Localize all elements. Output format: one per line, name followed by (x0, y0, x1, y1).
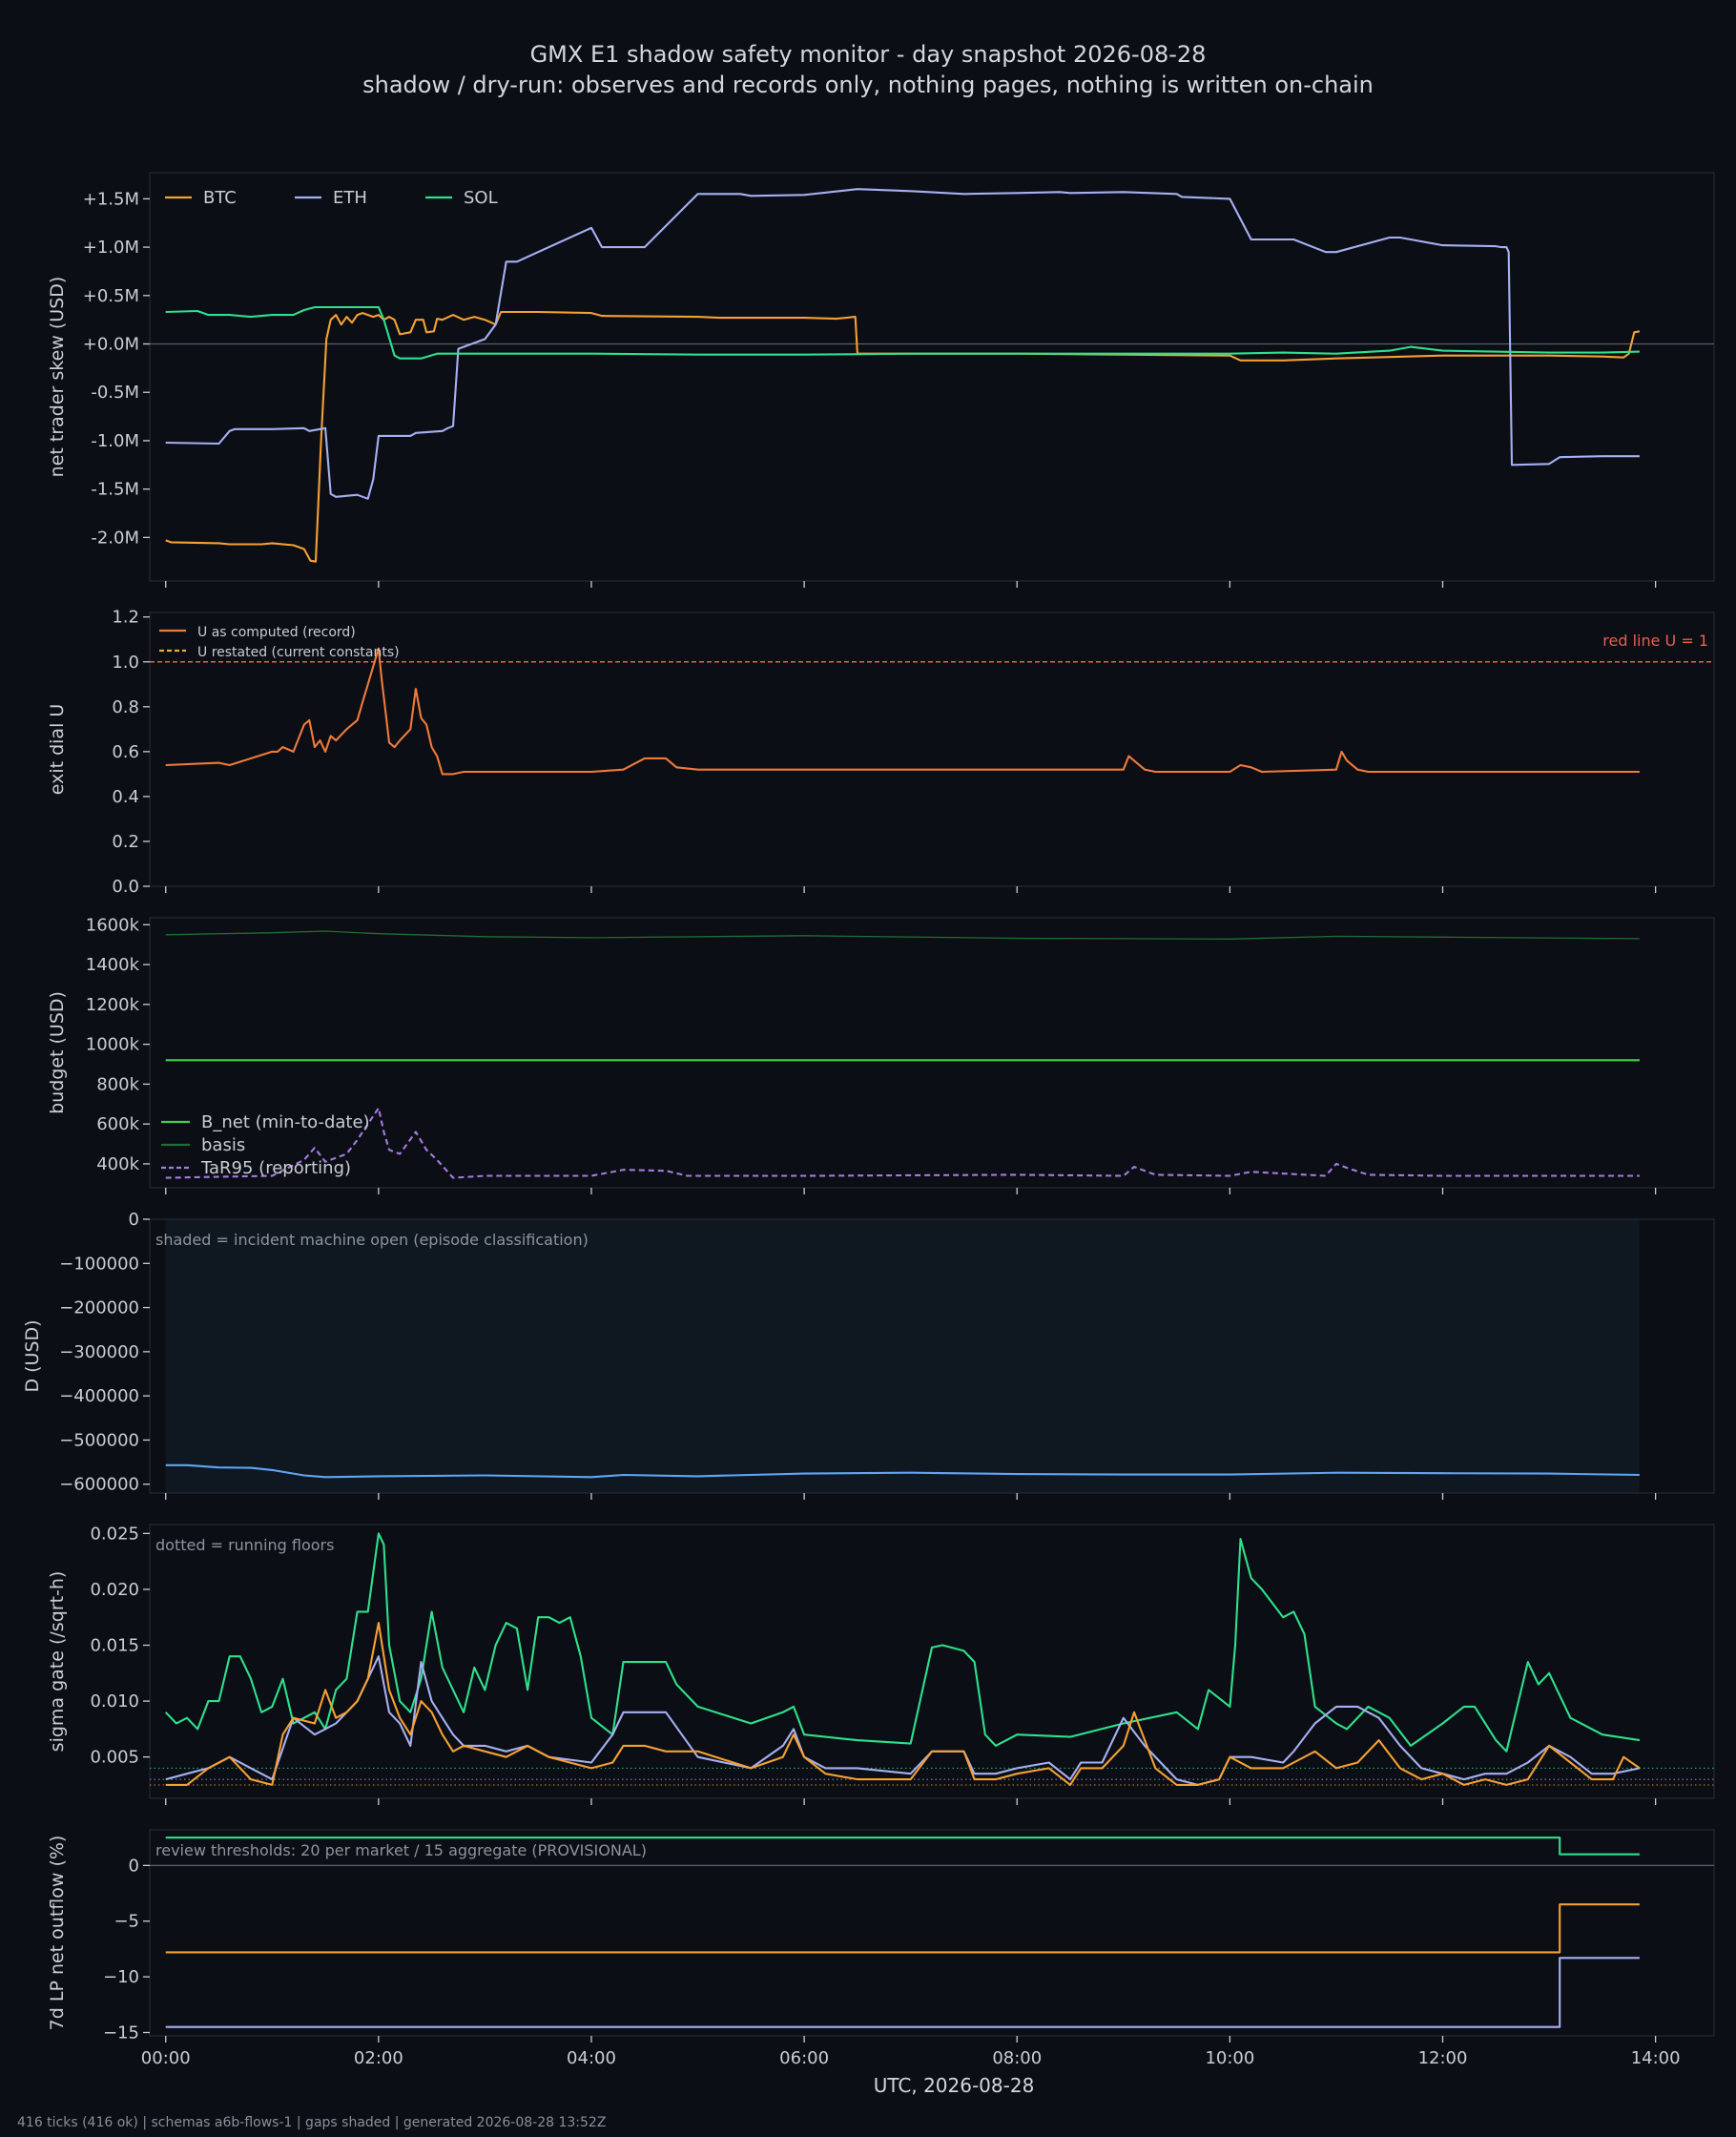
panel-2: 1.2 1.0 0.8 0.6 0.4 0.2 0.0 exit dial U red line… (47, 608, 1715, 897)
legend-budget: B_net (min-to-date) basis TaR95 (reporting… (161, 1112, 370, 1178)
incident-shaded-region (165, 1219, 1640, 1493)
y-axis-label: 7d LP net outflow (%) (47, 1836, 68, 2031)
y-tick-label: 1400k (86, 955, 140, 975)
y-tick-label: 0.0 (112, 877, 139, 897)
y-axis-label: exit dial U (47, 704, 68, 796)
y-tick-label: -1.5M (91, 480, 139, 500)
y-tick-label: 0 (129, 1856, 139, 1876)
legend-item-basis-label: basis (201, 1135, 245, 1155)
series-line-btc (165, 310, 1641, 563)
x-tick-label: 12:00 (1418, 2048, 1468, 2068)
y-tick-label: 0.2 (112, 832, 139, 852)
chart-subtitle: shadow / dry-run: observes and records o… (362, 72, 1374, 98)
panel-frame (149, 1829, 1715, 2037)
y-tick-label: +1.0M (83, 238, 139, 258)
x-tick-label: 08:00 (992, 2048, 1042, 2068)
series-line-eth (165, 1957, 1640, 2028)
series-line-sol (165, 1836, 1640, 1856)
series-line-btc (165, 1622, 1641, 1786)
legend-item-eth-label: ETH (333, 188, 367, 208)
panel-frame (149, 1524, 1715, 1799)
legend-item-btc-label: BTC (203, 188, 237, 208)
panel-annotation: review thresholds: 20 per market / 15 ag… (155, 1841, 647, 1859)
legend-item-tar95-label: TaR95 (reporting) (200, 1158, 351, 1178)
series-line-basis (165, 930, 1640, 940)
y-tick-label: 0 (129, 1210, 139, 1230)
series-line-u-as-computed-record (165, 647, 1640, 776)
y-tick-label: 0.005 (90, 1748, 139, 1768)
x-tick-label: 04:00 (567, 2048, 616, 2068)
footer-status: 416 ticks (416 ok) | schemas a6b-flows-1… (17, 2115, 606, 2130)
y-tick-label: 1.0 (112, 653, 139, 673)
panel-frame (149, 172, 1715, 582)
series-line-btc (165, 1903, 1640, 1954)
y-axis-label: D (USD) (22, 1319, 43, 1392)
panel-4: 0 −100000 −200000 −300000 −400000 −500000 −600… (22, 1210, 1715, 1500)
series-line-tar95-reporting (165, 1107, 1640, 1179)
panel-1: +1.5M +1.0M +0.5M +0.0M -0.5M -1.0M -1.5M -2.0M… (47, 172, 1715, 588)
y-tick-label: 0.015 (90, 1636, 139, 1656)
y-tick-label: 1600k (86, 915, 140, 935)
legend-skew: BTC ETH SOL (165, 188, 498, 208)
y-tick-label: +0.5M (83, 286, 139, 306)
y-tick-label: 0.025 (90, 1524, 139, 1544)
y-tick-label: −500000 (59, 1430, 139, 1450)
panels: +1.5M +1.0M +0.5M +0.0M -0.5M -1.0M -1.5M -2.0M… (22, 172, 1715, 2068)
x-tick-label: 06:00 (779, 2048, 829, 2068)
panel-frame (149, 1218, 1715, 1494)
y-tick-label: 0.6 (112, 742, 139, 762)
panel-5: 0.025 0.020 0.015 0.010 0.005 sigma gate (/sq… (47, 1524, 1715, 1805)
y-tick-label: −10 (103, 1967, 139, 1987)
y-tick-label: −300000 (59, 1342, 139, 1362)
y-tick-label: −15 (103, 2023, 139, 2043)
y-tick-label: 1.2 (112, 608, 139, 628)
x-tick-label: 00:00 (141, 2048, 191, 2068)
series-line-eth (165, 188, 1640, 500)
x-tick-label: 10:00 (1205, 2048, 1254, 2068)
y-tick-label: −600000 (59, 1475, 139, 1495)
series-line-sol (164, 1532, 1641, 1753)
y-axis-label: sigma gate (/sqrt-h) (47, 1571, 68, 1753)
series-line-d (165, 1463, 1640, 1479)
y-tick-label: 0.020 (90, 1580, 139, 1600)
series-line-sol (165, 305, 1640, 360)
y-tick-label: +1.5M (83, 189, 139, 209)
panel-annotation: shaded = incident machine open (episode … (155, 1231, 589, 1249)
x-axis-label: UTC, 2026-08-28 (874, 2074, 1035, 2097)
chart-title: GMX E1 shadow safety monitor - day snaps… (530, 41, 1207, 68)
y-tick-label: −5 (114, 1912, 139, 1932)
panel-frame (149, 612, 1715, 887)
y-tick-label: -1.0M (91, 431, 139, 451)
legend-exit-dial: U as computed (record) U restated (curren… (159, 625, 400, 660)
legend-item-u-computed-label: U as computed (record) (197, 625, 356, 640)
panel-3: 1600k 1400k 1200k 1000k 800k 600k 400k budget (… (47, 915, 1715, 1194)
y-tick-label: 0.4 (112, 787, 139, 807)
y-tick-label: +0.0M (83, 335, 139, 355)
y-tick-label: 400k (96, 1154, 139, 1174)
y-tick-label: 0.8 (112, 697, 139, 717)
y-axis-label: net trader skew (USD) (47, 277, 68, 478)
legend-item-bnet-label: B_net (min-to-date) (201, 1112, 370, 1132)
y-tick-label: −200000 (59, 1298, 139, 1318)
series-line-eth (165, 1655, 1641, 1786)
y-axis-label: budget (USD) (47, 991, 68, 1114)
red-line-label: red line U = 1 (1602, 632, 1708, 650)
y-tick-label: 1000k (86, 1035, 140, 1055)
y-tick-label: -0.5M (91, 383, 139, 403)
panel-frame (149, 917, 1715, 1189)
x-tick-label: 02:00 (354, 2048, 403, 2068)
y-tick-label: 0.010 (90, 1691, 139, 1712)
y-tick-label: -2.0M (91, 528, 139, 548)
y-tick-label: 1200k (86, 995, 140, 1015)
y-tick-label: −400000 (59, 1386, 139, 1406)
legend-item-sol-label: SOL (464, 188, 498, 208)
y-tick-label: 600k (96, 1114, 139, 1134)
legend-item-u-restated-label: U restated (current constants) (197, 645, 400, 660)
panel-annotation: dotted = running floors (155, 1536, 334, 1554)
y-tick-label: −100000 (59, 1254, 139, 1274)
x-tick-label: 14:00 (1631, 2048, 1681, 2068)
y-tick-label: 800k (96, 1074, 139, 1094)
